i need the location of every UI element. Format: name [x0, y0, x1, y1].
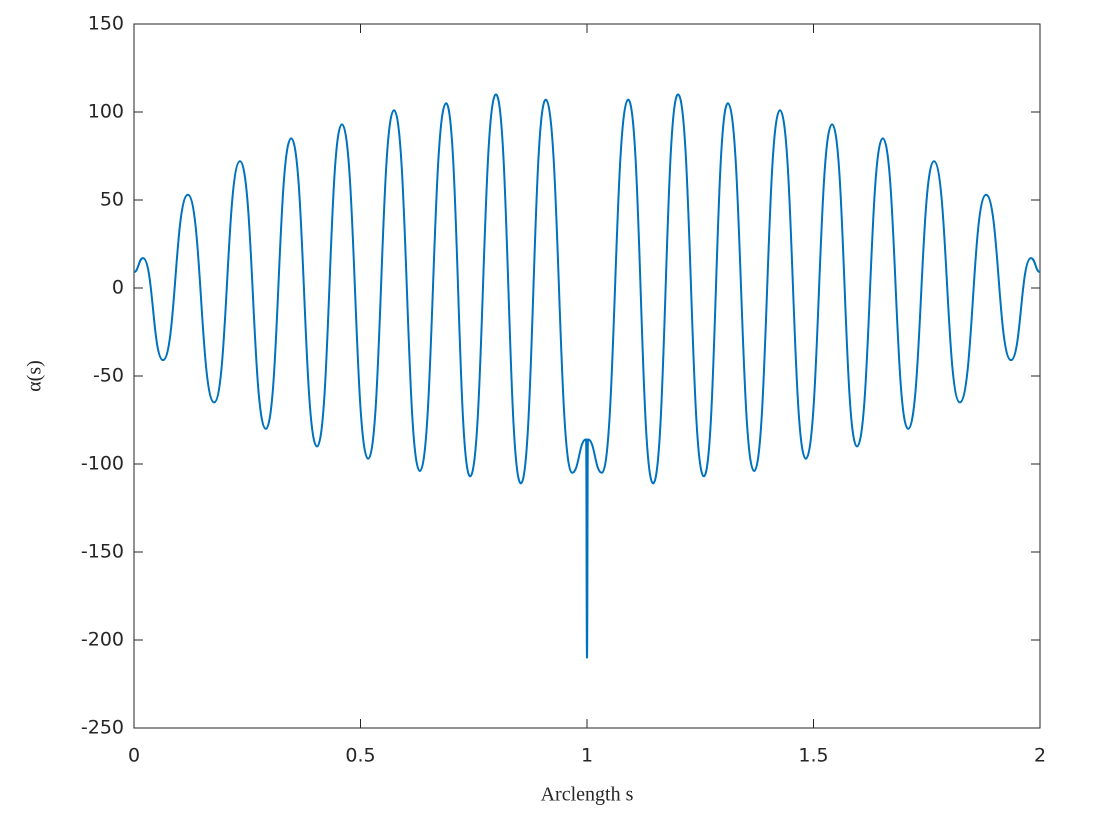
x-tick-label: 1.5: [798, 745, 828, 767]
y-tick-label: 150: [88, 13, 124, 35]
y-tick-label: 0: [112, 277, 124, 299]
y-tick-label: -150: [81, 541, 124, 563]
x-tick-label: 1: [581, 745, 593, 767]
x-tick-label: 2: [1034, 745, 1046, 767]
y-tick-label: 50: [100, 189, 124, 211]
x-tick-label: 0.5: [345, 745, 375, 767]
data-line: [133, 93, 1041, 659]
y-tick-label: 100: [88, 101, 124, 123]
y-tick-label: -50: [93, 365, 124, 387]
x-axis-label: Arclength s: [541, 784, 634, 806]
x-tick-label: 0: [128, 745, 140, 767]
y-tick-label: -200: [81, 629, 124, 651]
y-axis-label: α(s): [24, 360, 46, 392]
y-tick-label: -250: [81, 717, 124, 739]
y-tick-label: -100: [81, 453, 124, 475]
